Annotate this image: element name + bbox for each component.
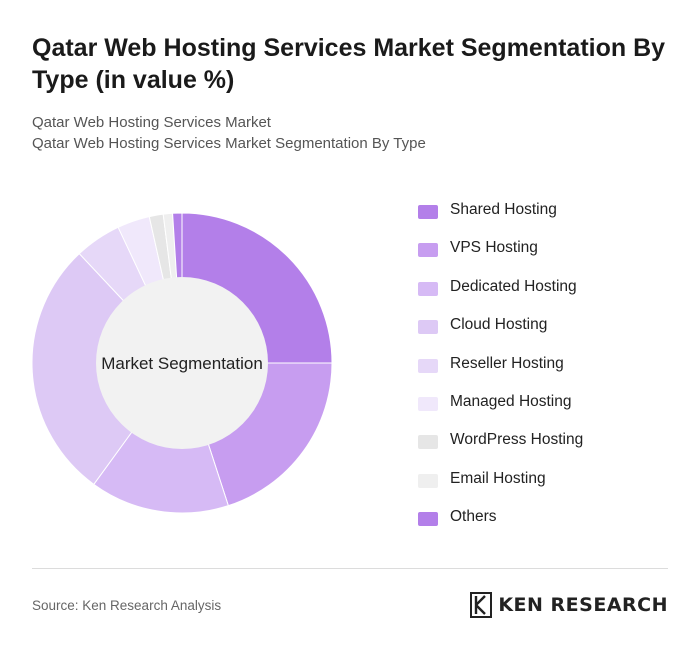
legend-swatch: [418, 205, 438, 219]
legend-item: Cloud Hosting: [418, 314, 688, 352]
chart-title: Qatar Web Hosting Services Market Segmen…: [32, 34, 666, 94]
legend-label: Dedicated Hosting: [450, 277, 577, 295]
legend-item: WordPress Hosting: [418, 429, 688, 467]
legend-swatch: [418, 396, 438, 411]
legend-item: Managed Hosting: [418, 391, 688, 429]
footer-divider: [32, 568, 668, 569]
legend-swatch: [418, 243, 438, 258]
legend-label: Email Hosting: [450, 469, 546, 487]
legend-swatch: [418, 320, 438, 335]
legend-item: Reseller Hosting: [418, 353, 688, 391]
donut-chart: Market Segmentation: [31, 212, 333, 514]
ken-research-logo-icon: [470, 592, 493, 618]
legend-label: VPS Hosting: [450, 239, 538, 257]
legend-item: Shared Hosting: [418, 199, 688, 237]
legend-label: WordPress Hosting: [450, 431, 584, 449]
subtitle-line-2: Qatar Web Hosting Services Market Segmen…: [32, 135, 426, 152]
donut-hole: [96, 277, 268, 449]
legend-swatch: [418, 473, 438, 488]
legend-item: VPS Hosting: [418, 237, 688, 275]
legend-label: Reseller Hosting: [450, 354, 564, 372]
legend-label: Cloud Hosting: [450, 316, 548, 334]
legend-swatch: [418, 512, 438, 527]
legend-item: Others: [418, 506, 688, 544]
legend-label: Shared Hosting: [450, 201, 557, 218]
chart-legend: Shared Hosting VPS Hosting Dedicated Hosti…: [418, 199, 688, 545]
center-label: Market Segmentation: [101, 354, 263, 373]
legend-label: Managed Hosting: [450, 392, 572, 410]
brand-name: KEN RESEARCH: [498, 594, 668, 616]
legend-swatch: [418, 358, 438, 373]
legend-swatch: [418, 435, 438, 450]
chart-subtitle: Qatar Web Hosting Services Market Qatar …: [32, 112, 672, 154]
source-note: Source: Ken Research Analysis: [32, 598, 222, 613]
legend-swatch: [418, 281, 438, 296]
brand-logo: KEN RESEARCH: [470, 592, 668, 618]
legend-item: Email Hosting: [418, 468, 688, 506]
legend-item: Dedicated Hosting: [418, 276, 688, 314]
legend-label: Others: [450, 508, 497, 526]
subtitle-line-1: Qatar Web Hosting Services Market: [32, 114, 271, 131]
